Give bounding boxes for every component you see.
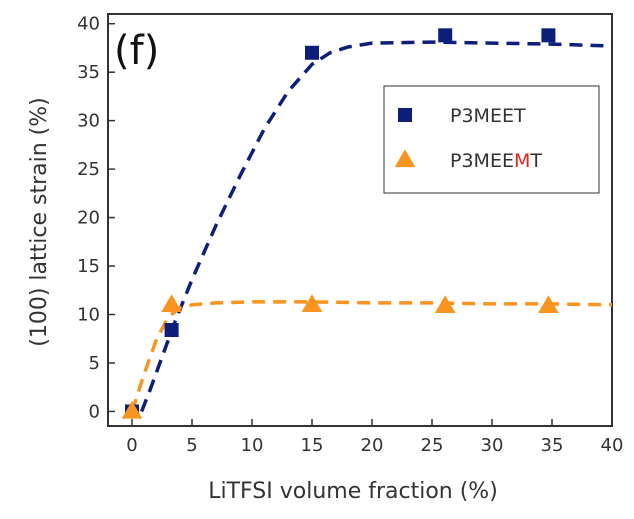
x-axis-title: LiTFSI volume fraction (%) <box>208 479 498 504</box>
fit-curve <box>130 300 613 413</box>
x-tick-label: 10 <box>241 435 264 456</box>
data-point <box>438 28 453 43</box>
legend-triangle-marker <box>394 149 416 168</box>
legend-box <box>383 85 600 194</box>
data-point <box>301 294 323 313</box>
legend: P3MEET P3MEEMT <box>383 85 600 194</box>
x-tick-label: 30 <box>481 435 504 456</box>
x-tick-label: 40 <box>601 435 624 456</box>
y-tick-label: 30 <box>77 111 100 132</box>
data-points <box>121 28 559 419</box>
data-point <box>305 45 319 60</box>
legend-square-marker <box>398 108 412 122</box>
x-tick-label: 35 <box>541 435 564 456</box>
data-point <box>538 295 559 313</box>
y-tick-label: 40 <box>77 14 100 35</box>
data-point <box>121 400 143 419</box>
y-tick-label: 10 <box>77 305 100 326</box>
x-tick-label: 20 <box>361 435 384 456</box>
legend-label: P3MEEMT <box>450 150 542 172</box>
legend-label: P3MEET <box>450 105 526 127</box>
data-point <box>161 294 182 313</box>
y-tick-label: 25 <box>77 159 100 180</box>
y-tick-label: 15 <box>77 256 100 277</box>
y-tick-label: 5 <box>89 353 100 374</box>
fit-curves <box>130 40 613 413</box>
x-tick-label: 5 <box>186 435 197 456</box>
y-tick-label: 20 <box>77 208 100 229</box>
y-axis-title: (100) lattice strain (%) <box>27 97 52 346</box>
plot-frame <box>107 13 613 427</box>
data-point <box>164 323 179 338</box>
x-tick-label: 0 <box>126 435 137 456</box>
data-point <box>541 28 556 43</box>
y-tick-label: 35 <box>77 62 100 83</box>
y-axis: 0 5 10 15 20 25 30 35 40 <box>77 14 115 422</box>
fit-curve <box>139 40 613 413</box>
y-tick-label: 0 <box>89 401 100 422</box>
data-point <box>434 295 456 313</box>
x-tick-label: 25 <box>421 435 444 456</box>
panel-label: (f) <box>114 28 159 74</box>
x-axis: 0 5 10 15 20 25 30 35 40 <box>126 419 623 456</box>
x-tick-label: 15 <box>301 435 324 456</box>
